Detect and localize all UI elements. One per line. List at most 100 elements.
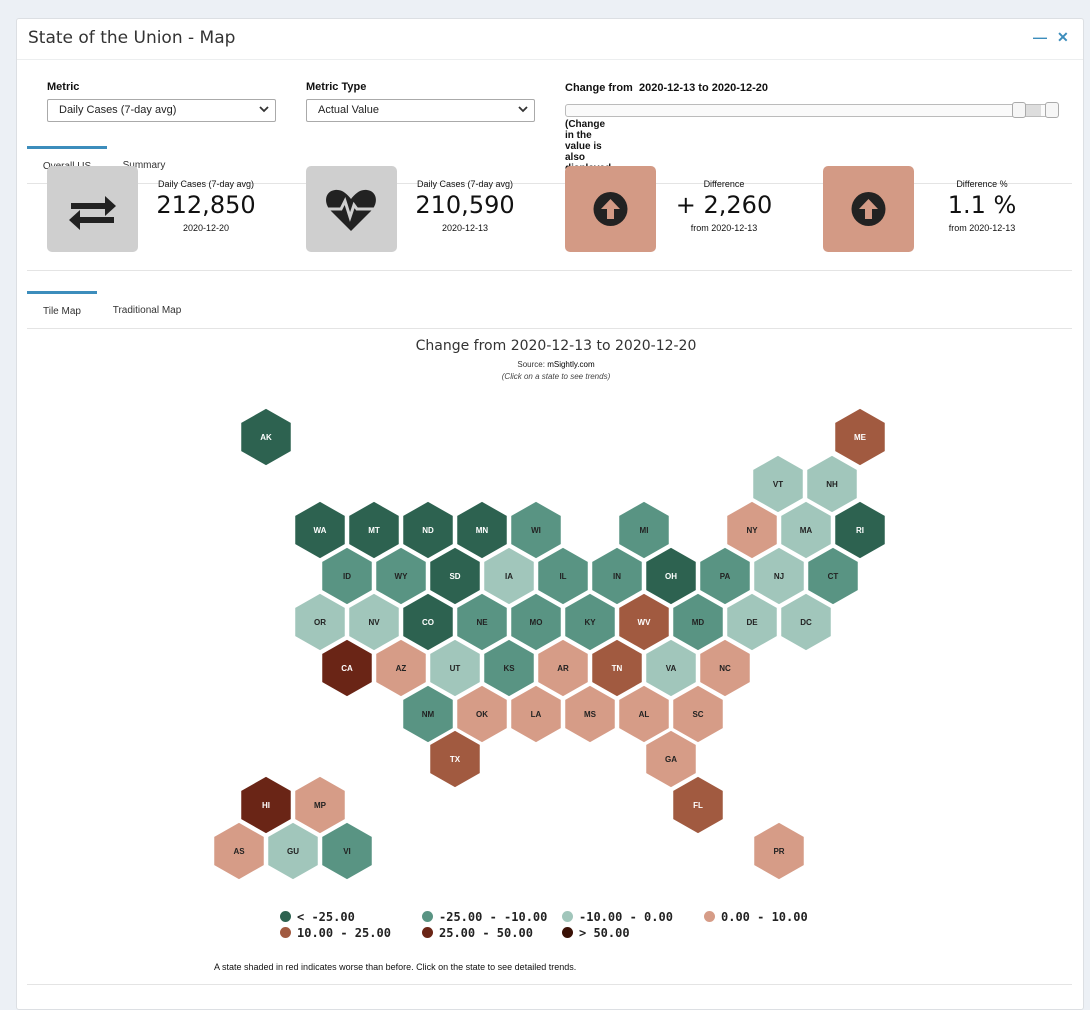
state-hex[interactable] <box>698 546 752 606</box>
state-tile-pr[interactable]: PR <box>752 821 806 881</box>
state-hex[interactable] <box>482 546 536 606</box>
state-hex[interactable] <box>563 592 617 652</box>
state-hex[interactable] <box>428 638 482 698</box>
metric-type-select[interactable]: Actual Value <box>306 99 535 122</box>
state-hex[interactable] <box>293 500 347 560</box>
tab-traditional-map[interactable]: Traditional Map <box>112 305 182 316</box>
slider-handle-end[interactable] <box>1045 102 1059 118</box>
state-tile-me[interactable]: ME <box>833 407 887 467</box>
state-tile-la[interactable]: LA <box>509 684 563 744</box>
state-hex[interactable] <box>455 592 509 652</box>
state-hex[interactable] <box>751 454 805 514</box>
state-tile-mt[interactable]: MT <box>347 500 401 560</box>
state-tile-pa[interactable]: PA <box>698 546 752 606</box>
state-tile-de[interactable]: DE <box>725 592 779 652</box>
state-hex[interactable] <box>347 592 401 652</box>
state-tile-nd[interactable]: ND <box>401 500 455 560</box>
state-hex[interactable] <box>374 546 428 606</box>
state-hex[interactable] <box>752 546 806 606</box>
state-tile-ks[interactable]: KS <box>482 638 536 698</box>
state-hex[interactable] <box>455 500 509 560</box>
state-hex[interactable] <box>239 775 293 835</box>
state-tile-nv[interactable]: NV <box>347 592 401 652</box>
state-hex[interactable] <box>482 638 536 698</box>
state-tile-nc[interactable]: NC <box>698 638 752 698</box>
state-hex[interactable] <box>644 638 698 698</box>
metric-select[interactable]: Daily Cases (7-day avg) <box>47 99 276 122</box>
state-tile-il[interactable]: IL <box>536 546 590 606</box>
state-hex[interactable] <box>644 546 698 606</box>
state-tile-ct[interactable]: CT <box>806 546 860 606</box>
state-hex[interactable] <box>779 500 833 560</box>
state-tile-md[interactable]: MD <box>671 592 725 652</box>
state-tile-dc[interactable]: DC <box>779 592 833 652</box>
state-hex[interactable] <box>428 729 482 789</box>
state-hex[interactable] <box>725 500 779 560</box>
state-tile-wy[interactable]: WY <box>374 546 428 606</box>
state-hex[interactable] <box>617 684 671 744</box>
state-tile-mn[interactable]: MN <box>455 500 509 560</box>
state-hex[interactable] <box>536 546 590 606</box>
state-tile-vt[interactable]: VT <box>751 454 805 514</box>
state-tile-mi[interactable]: MI <box>617 500 671 560</box>
state-tile-ca[interactable]: CA <box>320 638 374 698</box>
state-hex[interactable] <box>833 407 887 467</box>
state-tile-ma[interactable]: MA <box>779 500 833 560</box>
state-hex[interactable] <box>806 546 860 606</box>
map-source-name[interactable]: mSightly.com <box>547 360 595 369</box>
state-hex[interactable] <box>320 546 374 606</box>
state-tile-wi[interactable]: WI <box>509 500 563 560</box>
state-tile-al[interactable]: AL <box>617 684 671 744</box>
state-hex[interactable] <box>509 592 563 652</box>
state-hex[interactable] <box>617 500 671 560</box>
state-tile-wa[interactable]: WA <box>293 500 347 560</box>
state-tile-co[interactable]: CO <box>401 592 455 652</box>
tab-summary[interactable]: Summary <box>122 160 166 171</box>
state-tile-ms[interactable]: MS <box>563 684 617 744</box>
state-tile-sd[interactable]: SD <box>428 546 482 606</box>
state-hex[interactable] <box>347 500 401 560</box>
state-hex[interactable] <box>212 821 266 881</box>
state-tile-gu[interactable]: GU <box>266 821 320 881</box>
state-tile-in[interactable]: IN <box>590 546 644 606</box>
state-tile-mp[interactable]: MP <box>293 775 347 835</box>
state-hex[interactable] <box>725 592 779 652</box>
state-hex[interactable] <box>239 407 293 467</box>
state-hex[interactable] <box>320 821 374 881</box>
state-tile-ny[interactable]: NY <box>725 500 779 560</box>
state-tile-ky[interactable]: KY <box>563 592 617 652</box>
state-hex[interactable] <box>293 775 347 835</box>
state-hex[interactable] <box>833 500 887 560</box>
state-tile-nm[interactable]: NM <box>401 684 455 744</box>
state-hex[interactable] <box>293 592 347 652</box>
state-tile-sc[interactable]: SC <box>671 684 725 744</box>
state-tile-ga[interactable]: GA <box>644 729 698 789</box>
minimize-icon[interactable]: — <box>1033 29 1047 45</box>
state-hex[interactable] <box>671 775 725 835</box>
state-tile-nj[interactable]: NJ <box>752 546 806 606</box>
state-tile-ut[interactable]: UT <box>428 638 482 698</box>
state-hex[interactable] <box>401 684 455 744</box>
state-tile-az[interactable]: AZ <box>374 638 428 698</box>
state-hex[interactable] <box>644 729 698 789</box>
state-tile-mo[interactable]: MO <box>509 592 563 652</box>
state-hex[interactable] <box>779 592 833 652</box>
state-tile-va[interactable]: VA <box>644 638 698 698</box>
state-tile-fl[interactable]: FL <box>671 775 725 835</box>
state-hex[interactable] <box>401 500 455 560</box>
state-hex[interactable] <box>509 684 563 744</box>
state-hex[interactable] <box>266 821 320 881</box>
state-tile-as[interactable]: AS <box>212 821 266 881</box>
state-tile-vi[interactable]: VI <box>320 821 374 881</box>
state-hex[interactable] <box>805 454 859 514</box>
state-hex[interactable] <box>671 592 725 652</box>
state-hex[interactable] <box>617 592 671 652</box>
state-tile-ak[interactable]: AK <box>239 407 293 467</box>
state-tile-tn[interactable]: TN <box>590 638 644 698</box>
tab-tile-map[interactable]: Tile Map <box>27 291 97 327</box>
state-hex[interactable] <box>698 638 752 698</box>
state-tile-wv[interactable]: WV <box>617 592 671 652</box>
state-tile-nh[interactable]: NH <box>805 454 859 514</box>
state-tile-ne[interactable]: NE <box>455 592 509 652</box>
state-tile-ar[interactable]: AR <box>536 638 590 698</box>
